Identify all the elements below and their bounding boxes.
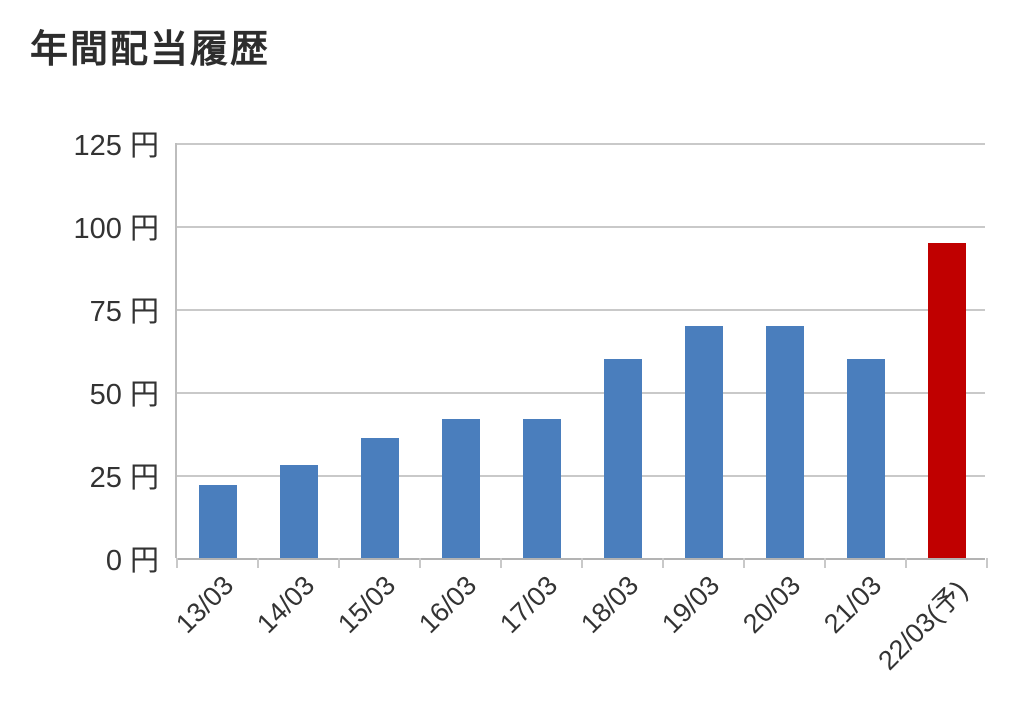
chart-title: 年間配当履歴 — [30, 29, 271, 71]
gridline — [177, 475, 985, 477]
axis-tick — [257, 558, 259, 568]
gridline — [177, 309, 985, 311]
axis-tick — [176, 558, 178, 568]
bar — [684, 325, 723, 558]
axis-tick — [824, 558, 826, 568]
bar — [603, 358, 642, 558]
bar — [522, 418, 561, 558]
bar — [765, 325, 804, 558]
axis-tick — [905, 558, 907, 568]
bar — [441, 418, 480, 558]
y-axis-label: 125 円 — [73, 130, 159, 162]
bar — [846, 358, 885, 558]
axis-tick — [581, 558, 583, 568]
bar — [927, 242, 966, 558]
y-axis-label: 50 円 — [89, 379, 159, 411]
y-axis-label: 75 円 — [89, 296, 159, 328]
gridline — [177, 392, 985, 394]
gridline — [177, 143, 985, 145]
axis-tick — [743, 558, 745, 568]
y-axis-label: 25 円 — [89, 462, 159, 494]
gridline — [177, 226, 985, 228]
y-axis-label: 0 円 — [105, 545, 159, 577]
axis-tick — [419, 558, 421, 568]
axis-tick — [500, 558, 502, 568]
axis-tick — [662, 558, 664, 568]
bar — [279, 465, 318, 558]
bar — [198, 484, 237, 558]
y-axis-label: 100 円 — [73, 213, 159, 245]
axis-tick — [338, 558, 340, 568]
plot-area: 0 円 25 円 50 円 75 円 100 円 125 円 13/03 14/03 15/03… — [74, 130, 988, 676]
bar — [360, 438, 399, 558]
axis-tick — [986, 558, 988, 568]
